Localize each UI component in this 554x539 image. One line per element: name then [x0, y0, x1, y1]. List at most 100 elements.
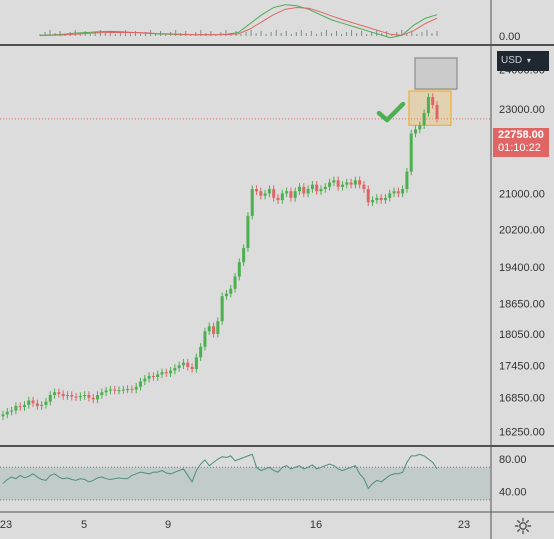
time-axis[interactable]: 23 5 9 16 23: [0, 519, 470, 531]
currency-selector[interactable]: USD ▾: [497, 51, 549, 71]
candle-body: [212, 326, 216, 334]
candle-body: [409, 133, 413, 172]
candle-body: [418, 125, 422, 130]
checkmark-icon: [376, 101, 406, 123]
candle-body: [27, 400, 31, 405]
candle-body: [242, 248, 246, 263]
candle-body: [388, 193, 392, 198]
current-price-label: 22758.00: [498, 129, 544, 141]
candle-body: [100, 392, 104, 395]
candle-body: [83, 394, 87, 397]
price-tick-label: 18650.00: [499, 299, 545, 311]
price-tick-label: 20200.00: [499, 224, 545, 236]
candle-body: [139, 381, 143, 387]
candle-body: [285, 191, 289, 194]
candle-body: [315, 184, 319, 192]
candle-body: [70, 394, 74, 397]
candle-body: [143, 378, 147, 382]
candle-body: [371, 200, 375, 203]
candle-body: [173, 367, 177, 371]
time-tick-label: 16: [310, 519, 322, 531]
currency-label: USD: [501, 55, 523, 66]
rsi-tick-label: 80.00: [499, 454, 527, 466]
time-tick-label: 9: [165, 519, 171, 531]
candle-body: [426, 96, 430, 114]
candle-body: [310, 184, 314, 190]
candle-body: [319, 189, 323, 192]
price-tick-label: 23000.00: [499, 104, 545, 116]
candle-body: [280, 193, 284, 201]
candle-body: [431, 96, 435, 105]
price-tick-label: 17450.00: [499, 360, 545, 372]
chevron-down-icon: ▾: [526, 56, 531, 65]
candle-body: [194, 357, 198, 370]
candle-body: [1, 414, 5, 417]
price-tick-label: 16850.00: [499, 393, 545, 405]
candle-body: [164, 372, 168, 374]
candle-body: [53, 392, 57, 395]
candle-body: [181, 362, 185, 366]
candle-body: [233, 276, 237, 289]
candle-body: [358, 180, 362, 185]
candle-body: [87, 394, 91, 398]
candle-body: [276, 197, 280, 201]
candle-body: [362, 184, 366, 190]
current-price-tag: 22758.00 01:10:22: [493, 128, 549, 157]
candle-body: [297, 186, 301, 192]
candle-body: [61, 393, 65, 397]
candle-body: [306, 189, 310, 194]
macd-line: [39, 4, 438, 39]
rsi-band: [0, 467, 490, 500]
candle-body: [78, 396, 82, 398]
candle-body: [5, 411, 9, 415]
candle-body: [156, 374, 160, 378]
candle-body: [302, 186, 306, 194]
price-panel[interactable]: [0, 57, 490, 420]
candle-body: [207, 326, 211, 332]
rsi-panel[interactable]: [0, 453, 490, 501]
candle-body: [10, 410, 14, 412]
candle-body: [108, 389, 112, 391]
candle-body: [216, 321, 220, 334]
price-tick-label: 18050.00: [499, 329, 545, 341]
candle-body: [18, 406, 22, 408]
candle-body: [35, 403, 39, 407]
candle-body: [259, 191, 263, 196]
rsi-line: [2, 453, 438, 490]
candle-body: [199, 346, 203, 358]
candle-body: [229, 288, 233, 294]
candle-body: [40, 404, 44, 407]
candle-body: [177, 365, 181, 368]
candle-body: [353, 180, 357, 185]
candle-body: [224, 293, 228, 297]
entry-zone-box[interactable]: [408, 90, 452, 126]
time-tick-label: 23: [0, 519, 12, 531]
price-axis-background: [491, 0, 554, 539]
candle-body: [121, 389, 125, 391]
candle-body: [263, 193, 267, 196]
price-tick-label: 16250.00: [499, 426, 545, 438]
macd-signal-line: [39, 7, 438, 37]
candle-body: [293, 191, 297, 198]
candle-body: [379, 197, 383, 201]
candle-body: [323, 186, 327, 190]
time-tick-label: 23: [458, 519, 470, 531]
target-zone-box[interactable]: [414, 57, 458, 90]
gear-icon[interactable]: [514, 517, 532, 535]
candle-body: [147, 375, 151, 379]
candle-body: [435, 104, 439, 119]
candle-body: [366, 189, 370, 203]
candle-body: [91, 397, 95, 400]
candle-body: [117, 390, 121, 392]
candle-body: [14, 406, 18, 411]
candle-body: [22, 404, 26, 408]
candle-body: [220, 296, 224, 322]
macd-panel[interactable]: [39, 4, 438, 39]
chart-background: [0, 0, 490, 539]
candle-body: [126, 388, 130, 390]
candle-body: [130, 388, 134, 390]
candle-body: [336, 180, 340, 187]
candle-body: [396, 191, 400, 194]
candle-body: [375, 197, 379, 201]
